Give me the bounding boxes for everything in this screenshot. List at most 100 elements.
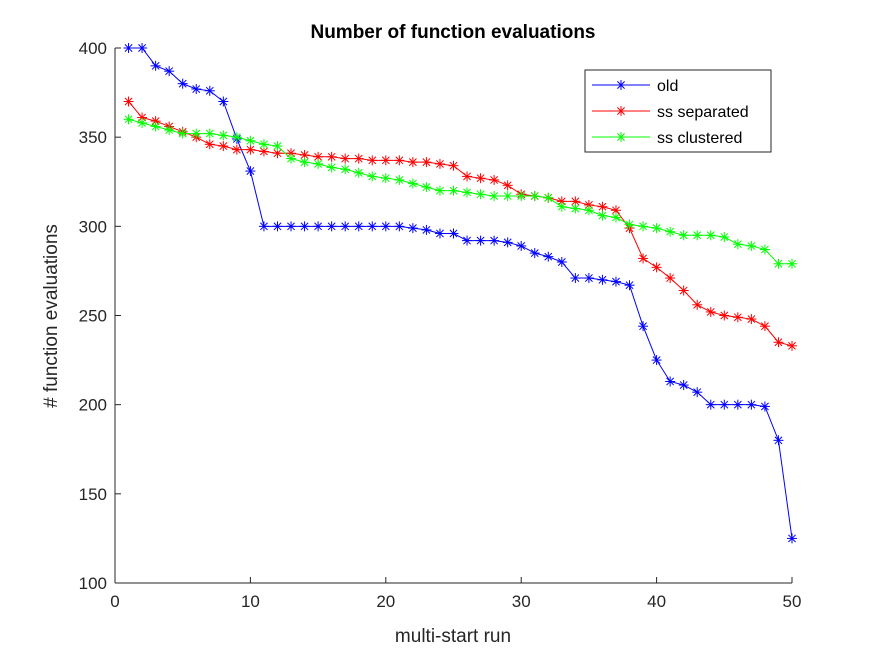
data-point-old bbox=[286, 221, 297, 232]
data-point-old bbox=[570, 273, 581, 284]
data-point-ss-clustered bbox=[313, 158, 324, 169]
data-point-ss-clustered bbox=[516, 191, 527, 202]
data-point-ss-separated bbox=[407, 157, 418, 168]
legend-label: ss separated bbox=[657, 104, 749, 121]
data-point-old bbox=[516, 240, 527, 251]
data-point-old bbox=[123, 43, 134, 53]
data-point-ss-clustered bbox=[421, 182, 432, 193]
data-point-ss-clustered bbox=[665, 226, 676, 237]
x-tick-label: 0 bbox=[110, 592, 119, 611]
legend-entries: old ss separated ss clustered bbox=[592, 78, 749, 147]
data-point-old bbox=[462, 235, 473, 246]
data-point-ss-separated bbox=[502, 180, 513, 191]
data-point-old bbox=[651, 355, 662, 366]
data-point-ss-clustered bbox=[705, 230, 716, 241]
series-line-ss-clustered bbox=[128, 118, 792, 265]
legend-marker bbox=[616, 80, 626, 90]
legend-marker bbox=[616, 132, 626, 142]
data-point-ss-clustered bbox=[137, 117, 148, 128]
data-point-old bbox=[394, 221, 405, 232]
data-point-ss-separated bbox=[475, 173, 486, 184]
y-tick-label: 350 bbox=[79, 128, 107, 147]
data-point-old bbox=[705, 399, 716, 410]
x-tick-label: 20 bbox=[376, 592, 395, 611]
data-point-ss-clustered bbox=[367, 171, 378, 182]
series-old bbox=[123, 43, 797, 544]
legend-label: old bbox=[657, 78, 678, 95]
data-point-ss-clustered bbox=[272, 141, 283, 152]
data-point-ss-separated bbox=[489, 174, 500, 185]
data-point-old bbox=[245, 166, 256, 177]
data-point-old bbox=[543, 251, 554, 262]
y-tick-label: 150 bbox=[79, 485, 107, 504]
data-point-ss-separated bbox=[367, 155, 378, 166]
data-point-old bbox=[258, 221, 269, 232]
data-point-old bbox=[353, 221, 364, 232]
data-point-ss-separated bbox=[597, 201, 608, 212]
data-point-ss-clustered bbox=[258, 139, 269, 150]
data-point-ss-separated bbox=[732, 312, 743, 323]
legend-entry-ss-clustered: ss clustered bbox=[592, 130, 742, 147]
data-point-ss-separated bbox=[692, 299, 703, 310]
data-point-ss-separated bbox=[746, 314, 757, 325]
data-point-old bbox=[665, 376, 676, 387]
data-point-ss-clustered bbox=[191, 128, 202, 139]
data-point-ss-clustered bbox=[353, 167, 364, 178]
data-point-old bbox=[326, 221, 337, 232]
data-point-old bbox=[502, 237, 513, 248]
data-point-ss-clustered bbox=[597, 210, 608, 221]
x-axis-label: multi-start run bbox=[395, 626, 511, 647]
data-point-ss-clustered bbox=[407, 178, 418, 189]
chart-title: Number of function evaluations bbox=[310, 22, 595, 43]
data-point-old bbox=[529, 248, 540, 259]
data-point-old bbox=[137, 43, 148, 53]
data-point-ss-separated bbox=[462, 171, 473, 182]
data-point-old bbox=[204, 85, 215, 96]
data-point-ss-clustered bbox=[651, 223, 662, 234]
data-point-old bbox=[177, 78, 188, 89]
data-point-old bbox=[624, 280, 635, 291]
data-point-ss-clustered bbox=[475, 189, 486, 200]
data-point-ss-separated bbox=[245, 144, 256, 155]
data-point-ss-clustered bbox=[746, 240, 757, 251]
data-point-ss-separated bbox=[448, 160, 459, 171]
data-point-ss-clustered bbox=[787, 258, 797, 269]
data-point-old bbox=[583, 273, 594, 284]
data-point-old bbox=[597, 274, 608, 285]
data-point-old bbox=[421, 224, 432, 235]
data-point-ss-separated bbox=[651, 262, 662, 273]
data-point-old bbox=[489, 235, 500, 246]
legend-label: ss clustered bbox=[657, 130, 742, 147]
data-point-old bbox=[218, 96, 229, 107]
data-point-ss-clustered bbox=[340, 164, 351, 175]
x-tick-label: 10 bbox=[241, 592, 260, 611]
legend-marker bbox=[616, 106, 626, 116]
data-point-old bbox=[719, 399, 730, 410]
x-tick-label: 30 bbox=[512, 592, 531, 611]
data-point-ss-clustered bbox=[624, 219, 635, 230]
data-point-old bbox=[407, 223, 418, 234]
data-point-old bbox=[475, 235, 486, 246]
data-point-ss-separated bbox=[665, 273, 676, 284]
data-point-old bbox=[678, 380, 689, 391]
data-point-old bbox=[448, 228, 459, 239]
data-point-ss-clustered bbox=[245, 135, 256, 146]
data-point-ss-clustered bbox=[286, 153, 297, 164]
series-line-old bbox=[128, 47, 793, 539]
data-point-ss-separated bbox=[719, 310, 730, 321]
data-point-ss-clustered bbox=[218, 130, 229, 141]
x-tick-label: 50 bbox=[783, 592, 802, 611]
data-point-ss-separated bbox=[787, 340, 797, 351]
data-point-ss-clustered bbox=[462, 187, 473, 198]
data-point-ss-clustered bbox=[204, 128, 215, 139]
data-point-old bbox=[380, 221, 391, 232]
data-point-old bbox=[759, 401, 770, 412]
data-point-ss-separated bbox=[759, 321, 770, 332]
series-layer bbox=[123, 43, 797, 544]
data-point-ss-separated bbox=[638, 253, 649, 264]
data-point-ss-clustered bbox=[529, 191, 540, 202]
data-point-ss-separated bbox=[123, 96, 134, 107]
data-point-ss-clustered bbox=[719, 232, 730, 243]
ticks-layer: 0 10 20 30 40 50 100 150 200 250 300 350 400 bbox=[79, 39, 802, 611]
